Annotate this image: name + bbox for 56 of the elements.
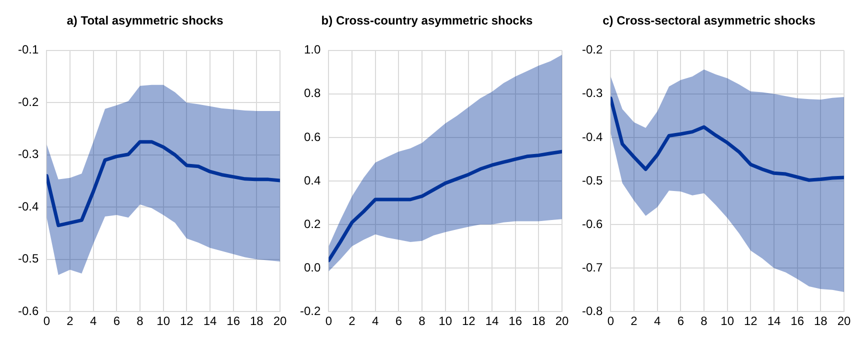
x-tick-label: 14 <box>203 314 217 328</box>
chart-title: b) Cross-country asymmetric shocks <box>321 14 534 28</box>
y-tick-label: -0.4 <box>582 130 603 144</box>
x-tick-label: 0 <box>43 314 50 328</box>
x-tick-label: 8 <box>418 314 426 328</box>
x-tick-label: 16 <box>508 314 522 328</box>
y-tick-label: -0.6 <box>18 304 39 318</box>
y-tick-label: -0.5 <box>582 173 603 188</box>
x-tick-label: 16 <box>790 314 804 328</box>
y-tick-label: -0.5 <box>18 252 39 266</box>
x-tick-label: 2 <box>630 314 638 328</box>
x-tick-label: 14 <box>767 314 781 328</box>
x-tick-label: 8 <box>700 314 708 328</box>
x-tick-label: 20 <box>273 314 287 328</box>
x-tick-label: 16 <box>226 314 240 328</box>
y-tick-label: -0.7 <box>582 260 603 274</box>
x-tick-label: 0 <box>607 314 614 328</box>
x-tick-label: 12 <box>180 314 194 328</box>
x-tick-label: 12 <box>744 314 758 328</box>
x-tick-label: 2 <box>348 314 356 328</box>
x-tick-label: 18 <box>532 314 546 328</box>
x-tick-label: 12 <box>462 314 476 328</box>
y-tick-label: -0.3 <box>582 86 603 100</box>
x-tick-label: 4 <box>654 314 661 328</box>
x-tick-label: 10 <box>720 314 734 328</box>
y-tick-label: -0.1 <box>18 42 39 57</box>
chart-title: a) Total asymmetric shocks <box>66 14 224 28</box>
y-tick-label: -0.2 <box>18 94 39 109</box>
chart-title: c) Cross-sectoral asymmetric shocks <box>602 14 816 28</box>
y-tick-label: 1.0 <box>304 42 321 57</box>
y-tick-label: 0.2 <box>304 216 321 231</box>
x-tick-label: 20 <box>837 314 851 328</box>
y-tick-label: -0.2 <box>582 42 603 57</box>
x-tick-label: 0 <box>325 314 332 328</box>
y-tick-label: 0.4 <box>304 173 321 188</box>
x-tick-label: 14 <box>485 314 499 328</box>
y-tick-label: -0.4 <box>18 199 39 214</box>
x-tick-label: 4 <box>90 314 97 328</box>
x-tick-label: 10 <box>156 314 170 328</box>
x-tick-label: 6 <box>395 314 402 328</box>
y-tick-label: 0.0 <box>304 260 321 274</box>
x-tick-label: 8 <box>136 314 144 328</box>
y-tick-label: -0.3 <box>18 147 39 162</box>
x-tick-label: 18 <box>814 314 828 328</box>
y-tick-label: 0.8 <box>304 86 321 100</box>
y-tick-label: 0.6 <box>304 130 321 144</box>
y-tick-label: -0.8 <box>582 304 603 318</box>
x-tick-label: 4 <box>372 314 379 328</box>
x-tick-label: 6 <box>677 314 684 328</box>
x-tick-label: 18 <box>250 314 264 328</box>
x-tick-label: 10 <box>438 314 452 328</box>
x-tick-label: 20 <box>555 314 569 328</box>
x-tick-label: 6 <box>113 314 120 328</box>
y-tick-label: -0.2 <box>300 304 321 318</box>
x-tick-label: 2 <box>66 314 74 328</box>
y-tick-label: -0.6 <box>582 216 603 231</box>
